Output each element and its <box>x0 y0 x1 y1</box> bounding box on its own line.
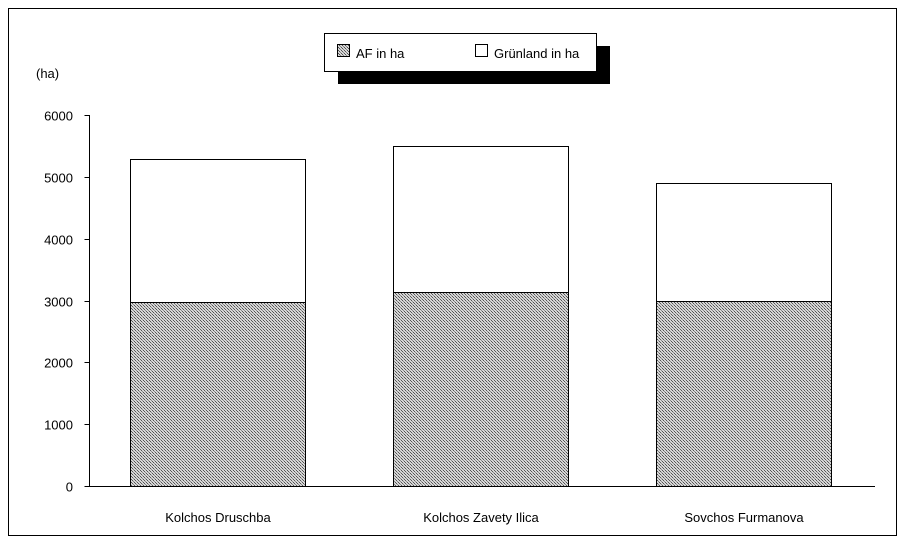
y-tick-label: 6000 <box>44 109 73 124</box>
chart-frame <box>8 8 897 536</box>
y-tick-label: 2000 <box>44 356 73 371</box>
category-label: Kolchos Zavety Ilica <box>423 510 539 525</box>
y-ticks: 0 1000 2000 3000 4000 5000 6000 <box>44 109 90 495</box>
bar-segment-af <box>130 302 306 487</box>
legend-box <box>324 33 597 72</box>
category-labels: Kolchos Druschba Kolchos Zavety Ilica Sovc… <box>165 510 804 525</box>
bar-segment-gruenland <box>393 146 569 293</box>
bar-segment-af <box>656 301 832 487</box>
y-tick-label: 1000 <box>44 418 73 433</box>
category-label: Sovchos Furmanova <box>684 510 804 525</box>
y-axis-label: (ha) <box>36 66 59 81</box>
bars <box>130 146 832 487</box>
bar-segment-gruenland <box>656 183 832 302</box>
legend-label-gruenland: Grünland in ha <box>494 46 580 61</box>
y-tick-label: 0 <box>66 480 73 495</box>
category-label: Kolchos Druschba <box>165 510 271 525</box>
bar-segment-gruenland <box>130 159 306 303</box>
y-tick-label: 4000 <box>44 233 73 248</box>
y-tick-label: 5000 <box>44 171 73 186</box>
legend-label-af: AF in ha <box>356 46 405 61</box>
y-tick-label: 3000 <box>44 295 73 310</box>
bar-segment-af <box>393 292 569 487</box>
legend-swatch-af <box>337 44 350 57</box>
legend-swatch-gruenland <box>475 44 488 57</box>
legend: AF in ha Grünland in ha <box>324 33 610 84</box>
